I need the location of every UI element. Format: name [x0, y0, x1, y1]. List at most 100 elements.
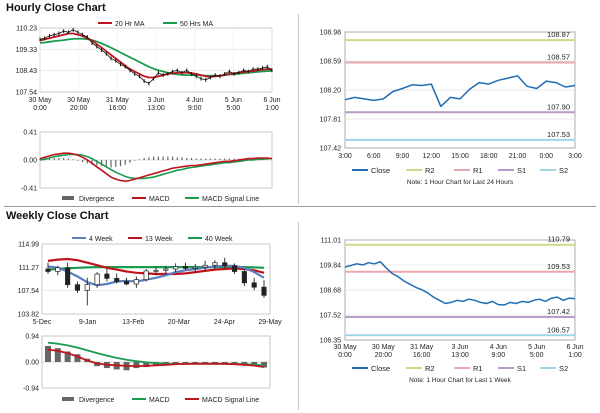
hourly-close-xtick: 21:00 — [509, 153, 527, 160]
weekly-price-xtick: 29-May — [258, 319, 282, 326]
hourly-price-line — [39, 29, 273, 84]
weekly-macd-ytick: -0.94 — [23, 386, 39, 393]
weekly-divergence-bar — [251, 362, 258, 366]
weekly-divergence-bar — [133, 362, 140, 369]
hourly-close-xtick: 18:00 — [480, 153, 498, 160]
weekly-close-legend-close-label: Close — [371, 364, 390, 373]
weekly-close-level-s2-label: 106.57 — [547, 325, 570, 334]
weekly-price-xtick: 24-Apr — [214, 319, 236, 326]
weekly-close-legend-r1-label: R1 — [473, 364, 483, 373]
hourly-close-ytick: 108.59 — [320, 59, 342, 66]
hourly-close-level-s1-label: 107.90 — [547, 102, 570, 111]
weekly-close-ytick: 111.01 — [321, 238, 341, 245]
weekly-candle-body — [45, 268, 51, 272]
hourly-close-level-s2-label: 107.53 — [547, 130, 570, 139]
weekly-candle-body — [94, 273, 100, 286]
hourly-macd-ytick: 0.00 — [23, 158, 37, 165]
weekly-close-ytick: 108.68 — [320, 288, 342, 295]
weekly-candle-body — [241, 271, 247, 284]
weekly-candle-body — [123, 281, 130, 285]
weekly-divergence-bar — [202, 362, 209, 364]
hourly-price-ytick: 110.23 — [16, 26, 37, 33]
weekly-ma40-line — [47, 266, 265, 271]
hourly-close-xtick: 9:00 — [396, 153, 410, 160]
hourly-price-xtick-date: 4 Jun — [186, 97, 203, 104]
weekly-close-xtick-time: 0:00 — [338, 352, 352, 359]
hourly-close-legend-r1-label: R1 — [473, 166, 483, 175]
weekly-divergence-bar — [45, 345, 51, 362]
weekly-close-xtick-date: 31 May — [410, 344, 433, 351]
weekly-legend-40week-label: 40 Week — [205, 236, 233, 243]
weekly-close-xtick-time: 13:00 — [451, 352, 469, 359]
hourly-price-xtick-date: 30 May — [67, 97, 90, 104]
hourly-legend-divergence-label: Divergence — [79, 196, 115, 203]
weekly-legend-4week-label: 4 Week — [89, 236, 113, 243]
weekly-candle-body — [143, 270, 149, 281]
weekly-price-ytick: 103.82 — [18, 312, 40, 319]
hourly-price-xtick-time: 13:00 — [147, 105, 165, 112]
vertical-divider-top — [298, 14, 299, 204]
weekly-legend-signal-label: MACD Signal Line — [202, 397, 259, 404]
weekly-section-title: Weekly Close Chart — [6, 210, 109, 222]
hourly-price-xtick-time: 0:00 — [33, 105, 47, 112]
hourly-price-xtick-time: 1:00 — [265, 105, 279, 112]
hourly-close-xtick: 6:00 — [367, 153, 381, 160]
weekly-close-level-r2-label: 110.79 — [548, 235, 570, 244]
weekly-divergence-bar — [221, 362, 228, 364]
weekly-close-close-line — [344, 260, 576, 306]
hourly-close-note: Note: 1 Hour Chart for Last 24 Hours — [407, 179, 514, 186]
weekly-close-xtick-time: 16:00 — [413, 352, 431, 359]
weekly-close-xtick-date: 30 May — [334, 344, 357, 351]
hourly-price-xtick-time: 5:00 — [227, 105, 241, 112]
weekly-divergence-bar — [54, 348, 61, 362]
weekly-close-ytick: 107.52 — [320, 313, 342, 320]
weekly-divergence-bar — [192, 362, 199, 364]
weekly-close-level-r1-label: 109.53 — [547, 262, 570, 271]
weekly-close-note: Note: 1 Hour Chart for Last 1 Week — [409, 377, 512, 384]
hourly-close-legend-close-label: Close — [371, 166, 390, 175]
weekly-candle-body — [74, 284, 81, 291]
hourly-legend-macd-label: MACD — [149, 196, 170, 203]
weekly-close-legend-r2-label: R2 — [425, 364, 435, 373]
weekly-price-ytick: 111.27 — [19, 265, 39, 272]
hourly-close-xtick: 3:00 — [568, 153, 582, 160]
weekly-legend-divergence-label: Divergence — [79, 397, 115, 404]
weekly-candle-body — [251, 282, 257, 288]
weekly-close-xtick-date: 4 Jun — [490, 344, 507, 351]
hourly-macd-ytick: 0.41 — [23, 130, 37, 137]
weekly-candle-body — [55, 267, 61, 272]
weekly-candle-body — [104, 273, 110, 279]
weekly-candle-body — [163, 268, 169, 271]
weekly-candle-body — [173, 266, 179, 270]
weekly-candle-body — [65, 267, 71, 286]
weekly-divergence-bar — [241, 362, 248, 365]
hourly-close-xtick: 12:00 — [422, 153, 440, 160]
weekly-close-xtick-date: 5 Jun — [528, 344, 545, 351]
hourly-close-legend-s2-label: S2 — [559, 166, 568, 175]
hourly-legend-divergence-swatch — [62, 196, 74, 200]
hourly-legend-ma-short-label: 20 Hr MA — [115, 21, 145, 28]
weekly-divergence-bar — [64, 351, 71, 362]
weekly-price-xtick: 20-Mar — [168, 319, 191, 326]
weekly-candle-body — [84, 284, 90, 291]
weekly-macd-ytick: 0.94 — [25, 334, 39, 341]
hourly-legend-signal-label: MACD Signal Line — [202, 196, 259, 203]
weekly-close-xtick-date: 3 Jun — [451, 344, 468, 351]
weekly-divergence-bar — [231, 362, 238, 364]
hourly-price-xtick-time: 9:00 — [188, 105, 202, 112]
weekly-candle-body — [202, 264, 208, 268]
section-divider — [4, 206, 596, 207]
weekly-price-frame — [41, 243, 271, 315]
hourly-close-ytick: 107.81 — [320, 117, 342, 124]
weekly-close-xtick-time: 9:00 — [492, 352, 506, 359]
hourly-price-xtick-time: 16:00 — [109, 105, 127, 112]
hourly-price-xtick-time: 20:00 — [70, 105, 88, 112]
hourly-close-xtick: 0:00 — [539, 153, 553, 160]
weekly-candle-body — [153, 269, 159, 272]
hourly-price-xtick-date: 5 Jun — [225, 97, 242, 104]
weekly-divergence-bar — [211, 362, 218, 364]
weekly-candle-body — [222, 262, 228, 267]
weekly-close-xtick-time: 5:00 — [530, 352, 544, 359]
weekly-candle-body — [192, 266, 198, 269]
weekly-legend-13week-label: 13 Week — [145, 236, 173, 243]
